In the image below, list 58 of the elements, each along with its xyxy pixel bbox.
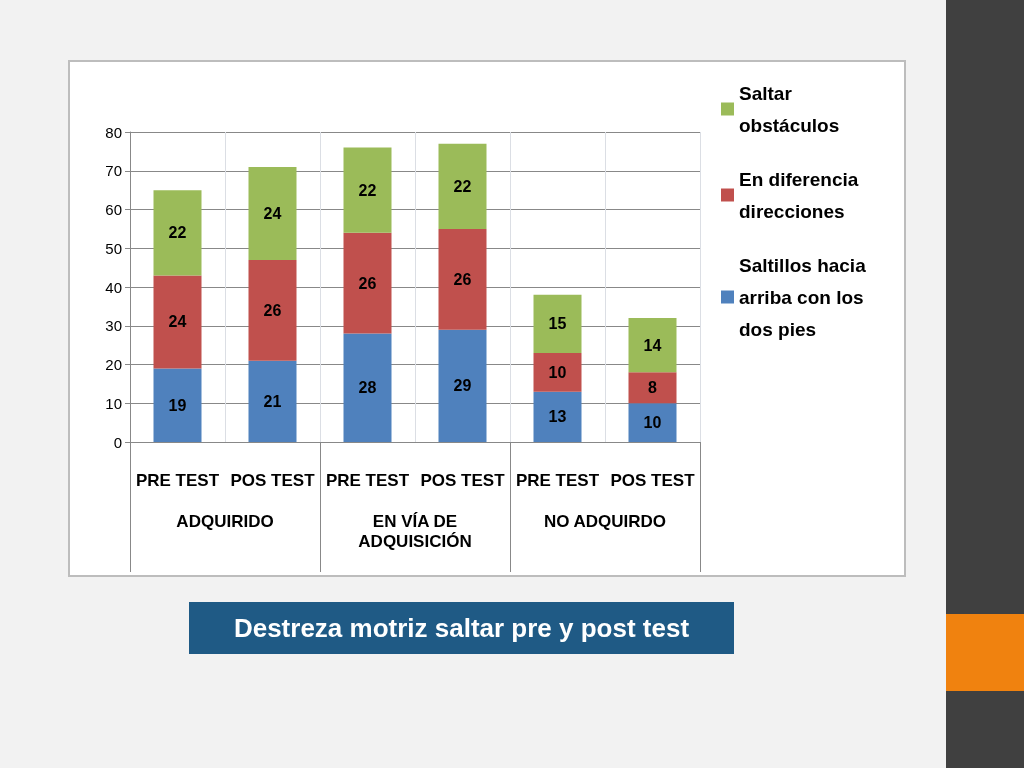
x-tick-label: PRE TEST (515, 471, 600, 490)
legend-label: Saltillos hacia arriba con los dos pies (739, 254, 871, 340)
bar (533, 352, 582, 392)
data-label: 26 (263, 301, 282, 319)
data-label: 22 (453, 177, 472, 195)
bar (248, 166, 297, 260)
y-tick-label: 80 (105, 123, 122, 141)
data-label: 13 (548, 408, 567, 426)
y-tick-label: 20 (105, 356, 122, 373)
text: ADQUIRIDO (175, 512, 275, 532)
data-label: 15 (548, 315, 567, 333)
y-tick-label: 0 (113, 433, 122, 451)
x-tick-label: POS TEST (230, 471, 316, 490)
bar (153, 368, 202, 442)
y-tick-label: 40 (105, 278, 122, 296)
bar (343, 147, 392, 233)
bar (628, 318, 677, 373)
data-label: 10 (548, 363, 567, 381)
data-label: 10 (643, 414, 662, 432)
bar (438, 329, 487, 442)
bar (438, 143, 487, 229)
bar (533, 391, 582, 442)
data-label: 28 (358, 379, 377, 397)
y-tick-label: 30 (105, 317, 122, 335)
data-label: 22 (168, 224, 187, 242)
data-label: 14 (643, 336, 662, 354)
bar (248, 259, 297, 361)
bar (153, 190, 202, 276)
data-label: 24 (168, 313, 187, 331)
bar (343, 333, 392, 442)
bar (343, 232, 392, 334)
text: Destreza motriz saltar pre y post test (189, 602, 734, 654)
bar (153, 275, 202, 369)
data-label: 19 (168, 396, 187, 414)
y-tick-label: 70 (105, 162, 122, 180)
data-label: 26 (358, 274, 377, 292)
y-tick-label: 10 (105, 394, 122, 412)
legend-label: En diferencia direcciones (739, 168, 864, 222)
bar (438, 228, 487, 330)
x-tick-label: POS TEST (420, 471, 506, 490)
x-tick-label: PRE TEST (325, 471, 410, 490)
bar (248, 360, 297, 442)
bar (533, 294, 582, 353)
bar (628, 403, 677, 442)
bar (628, 372, 677, 404)
x-tick-label: POS TEST (610, 471, 696, 490)
data-label: 29 (453, 377, 472, 395)
data-label: 8 (648, 379, 658, 397)
y-tick-label: 60 (105, 201, 122, 218)
data-label: 24 (263, 204, 282, 222)
y-tick-label: 50 (105, 239, 122, 257)
data-label: 26 (453, 270, 472, 288)
data-label: 21 (263, 392, 282, 410)
data-label: 22 (358, 181, 377, 199)
legend-label: Saltar obstáculos (739, 82, 840, 136)
text: NO ADQUIRDO (542, 512, 668, 532)
x-tick-label: PRE TEST (135, 471, 220, 490)
text: EN VÍA DE ADQUISICIÓN (357, 512, 473, 552)
